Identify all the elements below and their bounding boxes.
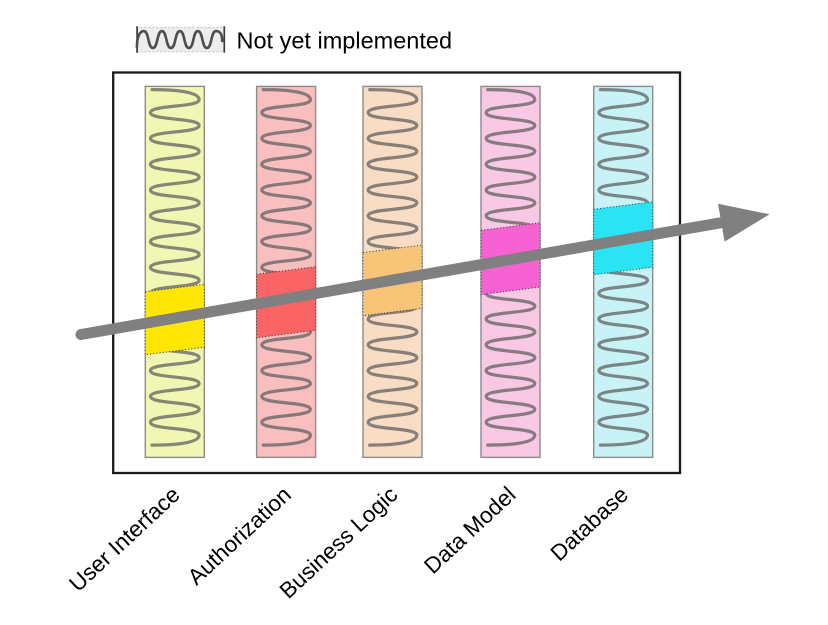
svg-text:Not yet implemented: Not yet implemented [237,28,453,54]
